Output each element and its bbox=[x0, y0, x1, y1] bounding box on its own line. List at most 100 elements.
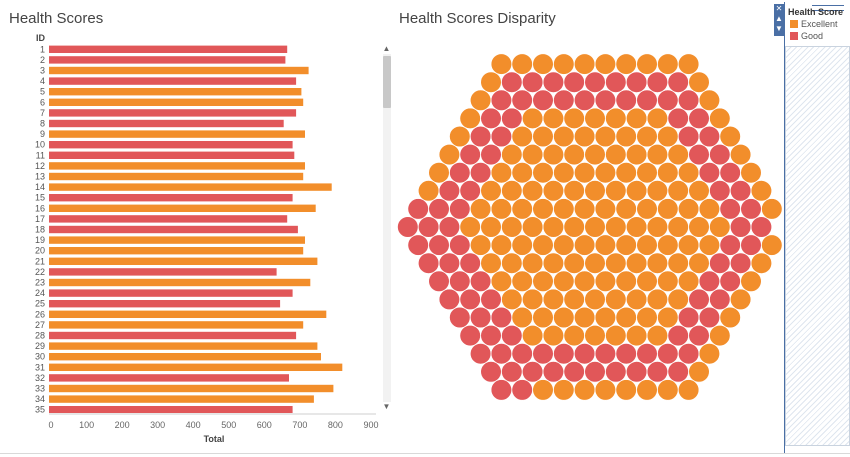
bubble[interactable] bbox=[729, 180, 752, 202]
bar[interactable] bbox=[49, 109, 297, 117]
bubble[interactable] bbox=[688, 216, 710, 238]
bubble[interactable] bbox=[677, 379, 700, 401]
bubble[interactable] bbox=[490, 53, 513, 75]
bubble[interactable] bbox=[677, 53, 700, 75]
bubble[interactable] bbox=[605, 361, 627, 383]
bubble[interactable] bbox=[532, 53, 554, 75]
bubble[interactable] bbox=[501, 216, 523, 238]
bubble[interactable] bbox=[709, 288, 731, 311]
bubble[interactable] bbox=[719, 234, 741, 256]
bubble[interactable] bbox=[470, 162, 492, 184]
bubble[interactable] bbox=[667, 216, 689, 238]
bubble[interactable] bbox=[563, 361, 585, 383]
bubble[interactable] bbox=[470, 234, 492, 256]
bubble[interactable] bbox=[480, 216, 502, 238]
bubble[interactable] bbox=[521, 361, 544, 383]
bubble[interactable] bbox=[459, 252, 481, 274]
bubble[interactable] bbox=[542, 288, 565, 311]
bubble[interactable] bbox=[615, 125, 637, 148]
bar[interactable] bbox=[49, 236, 305, 244]
bubble[interactable] bbox=[615, 234, 637, 256]
bubble[interactable] bbox=[553, 270, 575, 292]
bubble[interactable] bbox=[449, 270, 471, 292]
bubble[interactable] bbox=[667, 325, 689, 347]
bubble[interactable] bbox=[646, 107, 669, 129]
bubble[interactable] bbox=[511, 343, 533, 365]
bubble[interactable] bbox=[511, 53, 533, 75]
bubble[interactable] bbox=[573, 306, 596, 329]
bar[interactable] bbox=[49, 268, 277, 276]
bubble[interactable] bbox=[418, 180, 440, 202]
bubble[interactable] bbox=[521, 144, 544, 166]
bubble[interactable] bbox=[428, 162, 450, 184]
bubble[interactable] bbox=[740, 270, 762, 292]
bubble[interactable] bbox=[542, 107, 565, 129]
bubble[interactable] bbox=[615, 270, 637, 292]
bubble[interactable] bbox=[709, 107, 731, 129]
bubble[interactable] bbox=[657, 53, 679, 75]
bubble[interactable] bbox=[501, 252, 523, 274]
bubble[interactable] bbox=[521, 252, 544, 274]
bubble[interactable] bbox=[625, 107, 648, 129]
bubble[interactable] bbox=[501, 361, 523, 383]
bubble[interactable] bbox=[698, 343, 721, 365]
bubble[interactable] bbox=[605, 144, 627, 166]
bar[interactable] bbox=[49, 374, 289, 382]
bubble[interactable] bbox=[677, 234, 700, 256]
bubble[interactable] bbox=[709, 216, 731, 238]
scrollbar-thumb[interactable] bbox=[383, 56, 391, 108]
bubble[interactable] bbox=[584, 361, 606, 383]
bubble[interactable] bbox=[646, 288, 669, 311]
bubble[interactable] bbox=[542, 216, 565, 238]
bubble[interactable] bbox=[605, 107, 627, 129]
bubble[interactable] bbox=[636, 162, 658, 184]
bar[interactable] bbox=[49, 151, 295, 159]
bubble[interactable] bbox=[418, 252, 440, 274]
bubble[interactable] bbox=[501, 144, 523, 166]
bubble[interactable] bbox=[521, 288, 544, 311]
bubble[interactable] bbox=[532, 379, 554, 401]
bubble[interactable] bbox=[740, 162, 762, 184]
bar[interactable] bbox=[49, 353, 321, 361]
bar[interactable] bbox=[49, 384, 334, 393]
bubble[interactable] bbox=[677, 306, 700, 329]
bubble[interactable] bbox=[750, 180, 773, 202]
bubble[interactable] bbox=[511, 306, 533, 329]
bubble[interactable] bbox=[470, 198, 492, 220]
bubble[interactable] bbox=[636, 53, 658, 75]
bubble[interactable] bbox=[584, 252, 606, 274]
bubble[interactable] bbox=[761, 234, 783, 256]
bubble[interactable] bbox=[625, 180, 648, 202]
bubble[interactable] bbox=[688, 71, 710, 93]
bubble[interactable] bbox=[480, 325, 502, 347]
bubble[interactable] bbox=[594, 198, 617, 220]
bubble[interactable] bbox=[729, 288, 752, 311]
bubble[interactable] bbox=[407, 234, 429, 256]
bubble[interactable] bbox=[698, 89, 721, 111]
bubble[interactable] bbox=[740, 234, 762, 256]
bubble[interactable] bbox=[459, 288, 481, 311]
bubble[interactable] bbox=[605, 216, 627, 238]
bubble[interactable] bbox=[501, 288, 523, 311]
bar[interactable] bbox=[49, 278, 311, 287]
bubble[interactable] bbox=[470, 270, 492, 292]
bubble[interactable] bbox=[625, 288, 648, 311]
bubble[interactable] bbox=[761, 198, 783, 220]
bubble[interactable] bbox=[480, 144, 502, 166]
chevron-up-icon[interactable]: ▲ bbox=[382, 44, 391, 53]
bubble[interactable] bbox=[459, 325, 481, 347]
bubble[interactable] bbox=[594, 162, 617, 184]
bubble[interactable] bbox=[646, 180, 669, 202]
bubble[interactable] bbox=[636, 198, 658, 220]
bar[interactable] bbox=[49, 172, 304, 181]
bubble[interactable] bbox=[688, 361, 710, 383]
bubble[interactable] bbox=[438, 288, 461, 311]
bubble[interactable] bbox=[459, 216, 481, 238]
bubble[interactable] bbox=[688, 144, 710, 166]
bubble[interactable] bbox=[646, 216, 669, 238]
bubble[interactable] bbox=[677, 198, 700, 220]
bubble[interactable] bbox=[521, 180, 544, 202]
bubble[interactable] bbox=[698, 162, 721, 184]
bubble[interactable] bbox=[553, 198, 575, 220]
bubble[interactable] bbox=[490, 270, 513, 292]
